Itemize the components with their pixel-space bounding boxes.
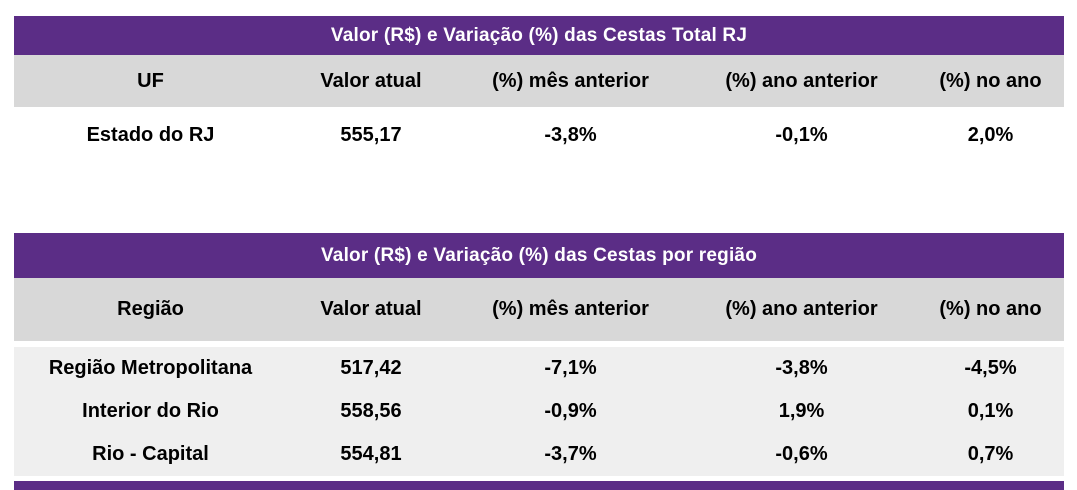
cell-regiao: Rio - Capital (92, 443, 209, 465)
col-header-mes-anterior: (%) mês anterior (492, 69, 649, 92)
row-rio-capital: Rio - Capital 554,81 -3,7% -0,6% 0,7% (14, 433, 1064, 476)
cell-ano-anterior: 1,9% (778, 400, 825, 422)
table-title: Valor (R$) e Variação (%) das Cestas por… (320, 244, 757, 266)
cell-ano-anterior: -0,6% (775, 443, 828, 465)
col-header-valor-atual: Valor atual (320, 69, 422, 92)
cell-ano-anterior: -0,1% (775, 124, 828, 146)
cell-no-ano: 2,0% (967, 124, 1014, 146)
col-header-no-ano: (%) no ano (939, 69, 1042, 92)
table-title-bar: Valor (R$) e Variação (%) das Cestas por… (14, 233, 1064, 278)
cell-mes-anterior: -0,9% (544, 400, 597, 422)
cell-no-ano: 0,1% (967, 400, 1014, 422)
column-header-row: UF Valor atual (%) mês anterior (%) ano … (14, 55, 1064, 107)
table-cestas-total-rj: Valor (R$) e Variação (%) das Cestas Tot… (14, 16, 1064, 164)
cell-valor-atual: 558,56 (340, 400, 402, 422)
cell-mes-anterior: -7,1% (544, 357, 597, 379)
row-estado-do-rj: Estado do RJ 555,17 -3,8% -0,1% 2,0% (14, 107, 1064, 164)
col-header-regiao: Região (117, 298, 184, 320)
row-regiao-metropolitana: Região Metropolitana 517,42 -7,1% -3,8% … (14, 347, 1064, 390)
cell-no-ano: -4,5% (964, 357, 1017, 379)
cell-mes-anterior: -3,8% (544, 124, 597, 146)
data-rows-block: Região Metropolitana 517,42 -7,1% -3,8% … (14, 347, 1064, 476)
table-cestas-por-regiao: Valor (R$) e Variação (%) das Cestas por… (14, 233, 1064, 476)
next-table-title-bar-cutoff (14, 481, 1064, 490)
cell-no-ano: 0,7% (967, 443, 1014, 465)
cell-mes-anterior: -3,7% (544, 443, 597, 465)
cell-valor-atual: 554,81 (340, 443, 402, 465)
table-title-bar: Valor (R$) e Variação (%) das Cestas Tot… (14, 16, 1064, 55)
col-header-uf: UF (137, 69, 164, 92)
row-interior-do-rio: Interior do Rio 558,56 -0,9% 1,9% 0,1% (14, 390, 1064, 433)
col-header-ano-anterior: (%) ano anterior (725, 69, 878, 92)
col-header-no-ano: (%) no ano (939, 298, 1042, 320)
cell-ano-anterior: -3,8% (775, 357, 828, 379)
column-header-row: Região Valor atual (%) mês anterior (%) … (14, 278, 1064, 341)
col-header-ano-anterior: (%) ano anterior (725, 298, 878, 320)
col-header-mes-anterior: (%) mês anterior (492, 298, 649, 320)
cell-valor-atual: 555,17 (340, 124, 402, 146)
table-title: Valor (R$) e Variação (%) das Cestas Tot… (330, 24, 748, 46)
cell-uf: Estado do RJ (86, 124, 215, 146)
cell-regiao: Região Metropolitana (48, 357, 253, 379)
col-header-valor-atual: Valor atual (320, 298, 422, 320)
cell-regiao: Interior do Rio (82, 400, 219, 422)
cell-valor-atual: 517,42 (340, 357, 402, 379)
